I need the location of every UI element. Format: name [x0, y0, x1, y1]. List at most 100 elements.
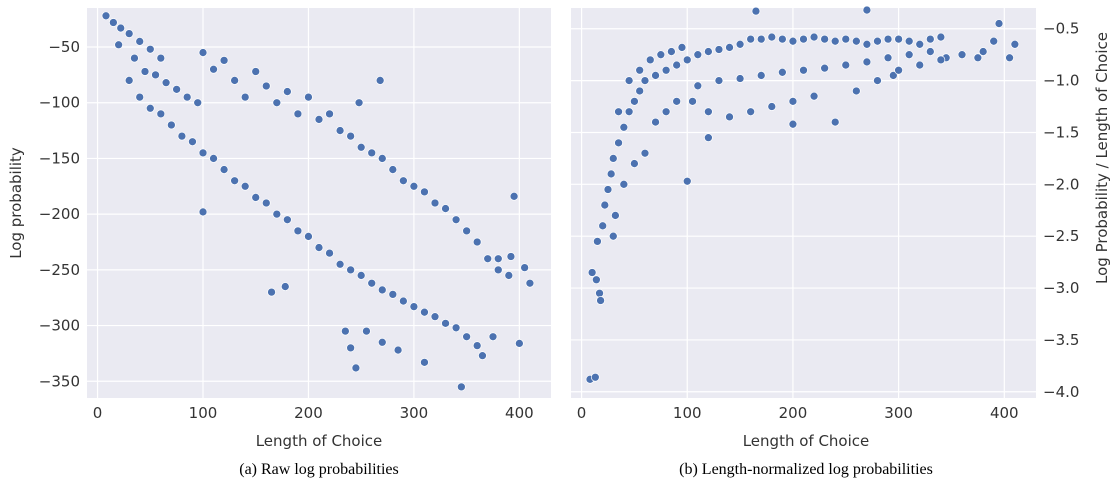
- scatter-point: [356, 271, 366, 280]
- scatter-point: [325, 248, 334, 258]
- y-tick-label: −350: [39, 372, 80, 390]
- scatter-point: [989, 36, 999, 46]
- scatter-point: [145, 44, 155, 54]
- scatter-point: [377, 154, 387, 163]
- scatter-point: [746, 34, 756, 44]
- scatter-point: [672, 97, 682, 106]
- x-tick-labels-b: 0 100 200 300 400: [577, 404, 1019, 422]
- scatter-point: [167, 120, 176, 130]
- scatter-point: [520, 263, 529, 272]
- scatter-point: [240, 92, 250, 102]
- scatter-point: [114, 40, 123, 50]
- x-tick-label: 300: [400, 404, 429, 422]
- scatter-point: [873, 76, 882, 85]
- x-axis-label-a: Length of Choice: [256, 432, 383, 450]
- scatter-point: [1005, 53, 1014, 63]
- scatter-point: [915, 60, 925, 70]
- scatter-point: [820, 34, 829, 44]
- scatter-point: [156, 109, 166, 119]
- scatter-point: [656, 50, 666, 60]
- y-axis-label-b: Log Probability / Length of Choice: [1093, 32, 1111, 284]
- caption-a: (a) Raw log probabilities: [239, 461, 399, 478]
- scatter-point: [409, 302, 419, 311]
- scatter-point: [788, 119, 798, 129]
- scatter-point: [430, 312, 440, 322]
- x-tick-label: 100: [673, 404, 702, 422]
- panel-a: −350 −300 −250 −200 −150 −100 −50 0 100 200 300 40…: [7, 8, 551, 478]
- scatter-point: [590, 372, 600, 382]
- y-tick-labels-b: −4.0 −3.5 −3.0 −2.5 −2.0 −1.5 −1.0 −0.5: [1043, 20, 1079, 401]
- x-tick-label: 400: [990, 404, 1019, 422]
- scatter-point: [788, 97, 798, 106]
- scatter-point: [672, 60, 682, 70]
- scatter-point: [230, 76, 239, 85]
- scatter-point: [635, 86, 645, 96]
- y-tick-label: −2.5: [1043, 227, 1079, 245]
- scatter-point: [377, 285, 387, 295]
- scatter-point: [704, 107, 713, 117]
- scatter-point: [314, 115, 324, 124]
- scatter-point: [645, 55, 655, 65]
- gridlines-a: [87, 8, 551, 398]
- scatter-point: [304, 92, 313, 102]
- scatter-point: [462, 332, 471, 342]
- x-tick-label: 0: [577, 404, 587, 422]
- scatter-point: [667, 47, 676, 56]
- scatter-point: [362, 326, 371, 336]
- scatter-point: [630, 159, 639, 168]
- scatter-point: [261, 198, 271, 208]
- scatter-point: [756, 34, 766, 44]
- scatter-point: [135, 37, 145, 46]
- scatter-point: [515, 339, 524, 348]
- scatter-point: [894, 34, 903, 44]
- scatter-point: [592, 275, 601, 285]
- scatter-point: [325, 109, 334, 119]
- scatter-point: [483, 254, 493, 264]
- scatter-point: [661, 65, 671, 75]
- scatter-point: [624, 76, 634, 85]
- y-tick-label: −1.0: [1043, 72, 1079, 90]
- scatter-point: [725, 43, 734, 52]
- scatter-point: [441, 318, 450, 328]
- scatter-point: [714, 76, 724, 85]
- scatter-point: [198, 148, 208, 158]
- scatter-point: [188, 137, 197, 147]
- scatter-point: [283, 215, 292, 225]
- scatter-point: [682, 55, 692, 65]
- scatter-point: [851, 86, 861, 96]
- scatter-point: [393, 345, 403, 355]
- scatter-point: [936, 55, 946, 65]
- scatter-point: [725, 112, 734, 122]
- scatter-point: [314, 243, 324, 252]
- scatter-point: [493, 265, 503, 275]
- scatter-point: [109, 18, 118, 27]
- scatter-point: [693, 81, 703, 91]
- scatter-point: [293, 226, 303, 236]
- scatter-point: [704, 133, 713, 143]
- scatter-point: [888, 71, 898, 80]
- y-tick-label: −1.5: [1043, 123, 1079, 141]
- scatter-point: [488, 332, 498, 342]
- scatter-point: [883, 53, 893, 63]
- scatter-point: [209, 154, 218, 163]
- scatter-point: [267, 287, 276, 297]
- y-tick-label: −200: [39, 205, 80, 223]
- scatter-point: [756, 71, 766, 80]
- scatter-point: [341, 326, 350, 336]
- scatter-point: [457, 382, 466, 392]
- scatter-point: [130, 53, 139, 63]
- scatter-point: [619, 122, 629, 132]
- x-tick-labels-a: 0 100 200 300 400: [93, 404, 534, 422]
- y-tick-label: −4.0: [1043, 383, 1079, 401]
- scatter-point: [388, 290, 398, 299]
- scatter-point: [651, 117, 660, 127]
- scatter-point: [198, 48, 208, 57]
- scatter-point: [688, 97, 697, 106]
- scatter-point: [640, 148, 650, 158]
- scatter-point: [354, 98, 364, 108]
- scatter-point: [767, 102, 777, 111]
- scatter-point: [251, 67, 261, 76]
- scatter-point: [441, 204, 450, 213]
- scatter-point: [377, 337, 387, 347]
